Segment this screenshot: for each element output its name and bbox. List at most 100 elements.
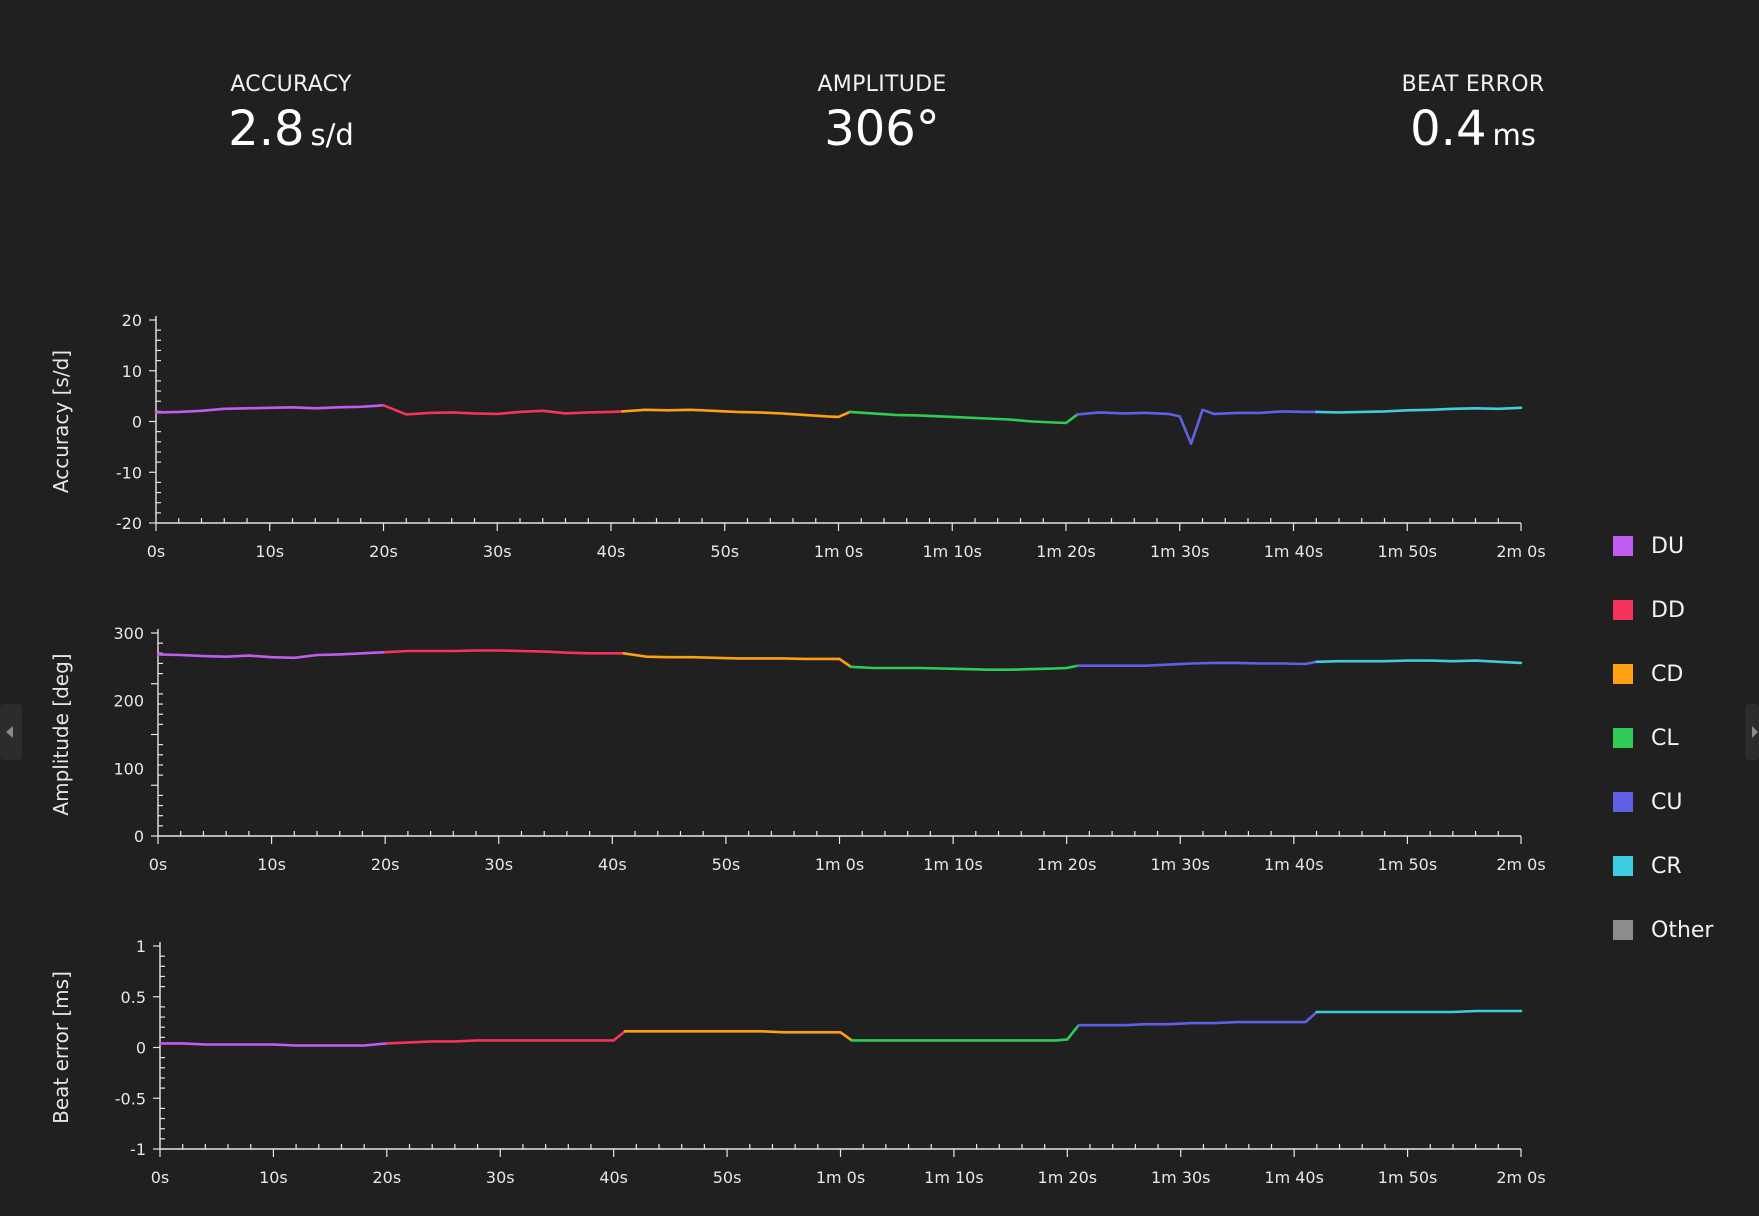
y-tick-label: 100 [113,759,144,778]
y-tick-label: 200 [113,692,144,711]
y-tick-label: 300 [113,624,144,643]
y-axis-title: Beat error [ms] [49,971,73,1124]
chevron-right-icon [1752,726,1758,738]
accuracy-unit: s/d [310,118,354,152]
x-tick-label: 20s [372,1168,401,1187]
x-tick-label: 1m 0s [815,855,864,874]
x-tick-label: 40s [597,542,626,561]
x-tick-label: 10s [259,1168,288,1187]
x-tick-label: 50s [713,1168,742,1187]
x-tick-label: 1m 10s [922,542,982,561]
series-line-dd [382,403,624,416]
x-tick-label: 1m 10s [923,855,983,874]
series-line-dd [385,1030,627,1045]
x-tick-label: 1m 20s [1036,542,1096,561]
x-tick-label: 30s [484,855,513,874]
x-tick-label: 30s [483,542,512,561]
x-tick-label: 1m 20s [1037,855,1097,874]
legend-swatch [1613,792,1633,812]
x-tick-label: 1m 20s [1038,1168,1098,1187]
x-tick-label: 1m 30s [1151,1168,1211,1187]
legend-item-cd[interactable]: CD [1613,654,1753,694]
x-tick-label: 30s [486,1168,515,1187]
legend-item-du[interactable]: DU [1613,526,1753,566]
right-panel-toggle[interactable] [1745,704,1759,760]
y-tick-label: 0 [136,1039,146,1058]
x-tick-label: 40s [598,855,627,874]
x-tick-label: 1m 30s [1150,542,1210,561]
x-tick-label: 10s [255,542,284,561]
x-tick-label: 2m 0s [1496,542,1545,561]
beat-error-value: 0.4 [1410,101,1487,157]
y-tick-label: 1 [136,937,146,956]
y-tick-label: -1 [130,1140,146,1159]
series-line-cd [621,408,852,419]
x-tick-label: 1m 40s [1264,542,1324,561]
legend-item-dd[interactable]: DD [1613,590,1753,630]
chart-2: 300 200 100 0 0s 10s 20s 30s 40s 50s 1m 0s 1m 10s 1m… [49,624,1546,874]
y-tick-label: 0.5 [121,988,146,1007]
x-tick-label: 50s [710,542,739,561]
beat-error-value-row: 0.4 ms [1323,105,1623,153]
legend-label: DU [1651,533,1685,559]
series-line-cu [1076,408,1318,446]
x-tick-label: 1m 50s [1377,542,1437,561]
x-tick-label: 20s [371,855,400,874]
y-axis-title: Accuracy [s/d] [49,350,73,493]
x-tick-label: 1m 50s [1378,1168,1438,1187]
y-tick-label: -20 [116,514,142,533]
series-line-cr [1315,1009,1523,1014]
legend-item-cr[interactable]: CR [1613,846,1753,886]
legend-swatch [1613,856,1633,876]
x-tick-label: 1m 0s [816,1168,865,1187]
x-tick-label: 50s [712,855,741,874]
series-line-cr [1315,659,1523,665]
beat-error-unit: ms [1492,118,1536,152]
x-tick-label: 20s [369,542,398,561]
amplitude-value-row: 306° [732,105,1032,153]
chart-1: 20 10 0 -10 -20 0s 10s 20s 30s 40s 50s 1m 0s 1m 10s 1… [49,311,1546,561]
legend-label: CR [1651,853,1682,879]
series-line-cl [848,410,1079,425]
series-line-cd [623,1030,854,1042]
amplitude-stat: AMPLITUDE 306° [732,72,1032,153]
series-line-cd [622,651,853,669]
amplitude-label: AMPLITUDE [817,72,947,97]
y-tick-label: 20 [122,311,142,330]
series-line-cu [1077,1010,1319,1027]
legend-item-other[interactable]: Other [1613,910,1753,950]
y-tick-label: -10 [116,463,142,482]
series-line-du [158,1042,389,1047]
legend-item-cu[interactable]: CU [1613,782,1753,822]
legend-item-cl[interactable]: CL [1613,718,1753,758]
y-tick-label: 10 [122,362,142,381]
legend-swatch [1613,600,1633,620]
legend-label: CD [1651,661,1684,687]
legend-label: DD [1651,597,1685,623]
x-tick-label: 1m 50s [1378,855,1438,874]
accuracy-value-row: 2.8 s/d [141,105,441,153]
series-line-cl [850,1023,1080,1042]
series-line-du [154,403,385,414]
series-line-du [156,650,387,660]
x-tick-label: 2m 0s [1496,1168,1545,1187]
series-line-dd [383,649,626,655]
accuracy-value: 2.8 [228,101,305,157]
x-tick-label: 0s [149,855,168,874]
legend-label: Other [1651,917,1714,943]
x-tick-label: 1m 10s [924,1168,984,1187]
x-tick-label: 40s [599,1168,628,1187]
accuracy-stat: ACCURACY 2.8 s/d [141,72,441,153]
legend-swatch [1613,536,1633,556]
x-tick-label: 1m 40s [1264,1168,1324,1187]
x-tick-label: 1m 30s [1150,855,1210,874]
series-line-cr [1315,406,1523,414]
beat-error-label: BEAT ERROR [1401,72,1545,97]
legend-swatch [1613,920,1633,940]
legend-label: CL [1651,725,1679,751]
y-tick-label: 0 [134,827,144,846]
accuracy-label: ACCURACY [230,72,352,97]
left-panel-toggle[interactable] [0,704,22,760]
x-tick-label: 1m 0s [814,542,863,561]
